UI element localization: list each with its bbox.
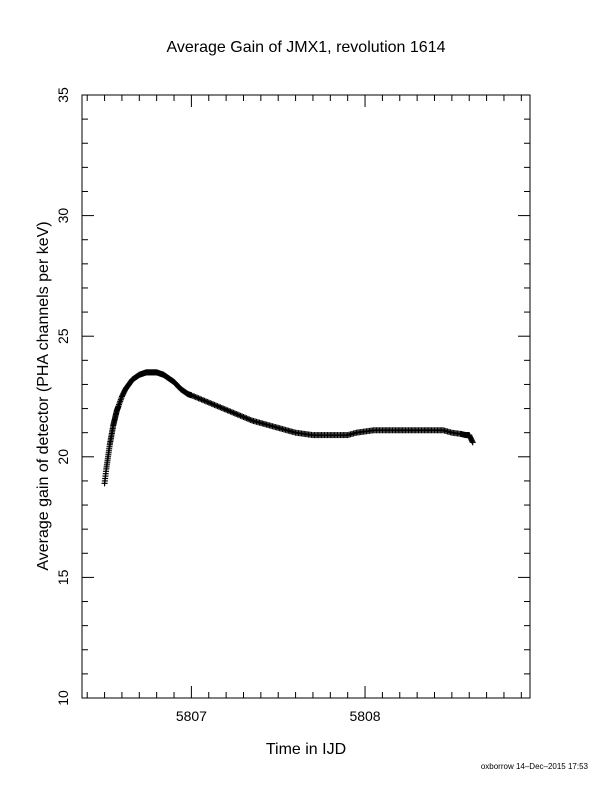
- axis-ticks: [82, 94, 530, 699]
- y-tick-label: 20: [55, 449, 71, 465]
- data-point-plus: [469, 439, 476, 446]
- axis-tick-labels: 10 15 20 25 30 35 5807 5808: [55, 87, 381, 724]
- x-axis-label: Time in IJD: [266, 741, 346, 758]
- data-points: [101, 369, 476, 487]
- x-tick-label: 5808: [349, 708, 380, 724]
- chart-title: Average Gain of JMX1, revolution 1614: [167, 39, 446, 56]
- y-tick-label: 30: [55, 208, 71, 224]
- y-tick-label: 25: [55, 328, 71, 344]
- y-tick-label: 35: [55, 87, 71, 103]
- footer-credit: oxborrow 14–Dec–2015 17:53: [481, 762, 589, 771]
- y-axis-label: Average gain of detector (PHA channels p…: [35, 221, 52, 570]
- y-tick-label: 10: [55, 690, 71, 706]
- plot-frame: [81, 94, 531, 699]
- x-tick-label: 5807: [176, 708, 207, 724]
- y-tick-label: 15: [55, 569, 71, 585]
